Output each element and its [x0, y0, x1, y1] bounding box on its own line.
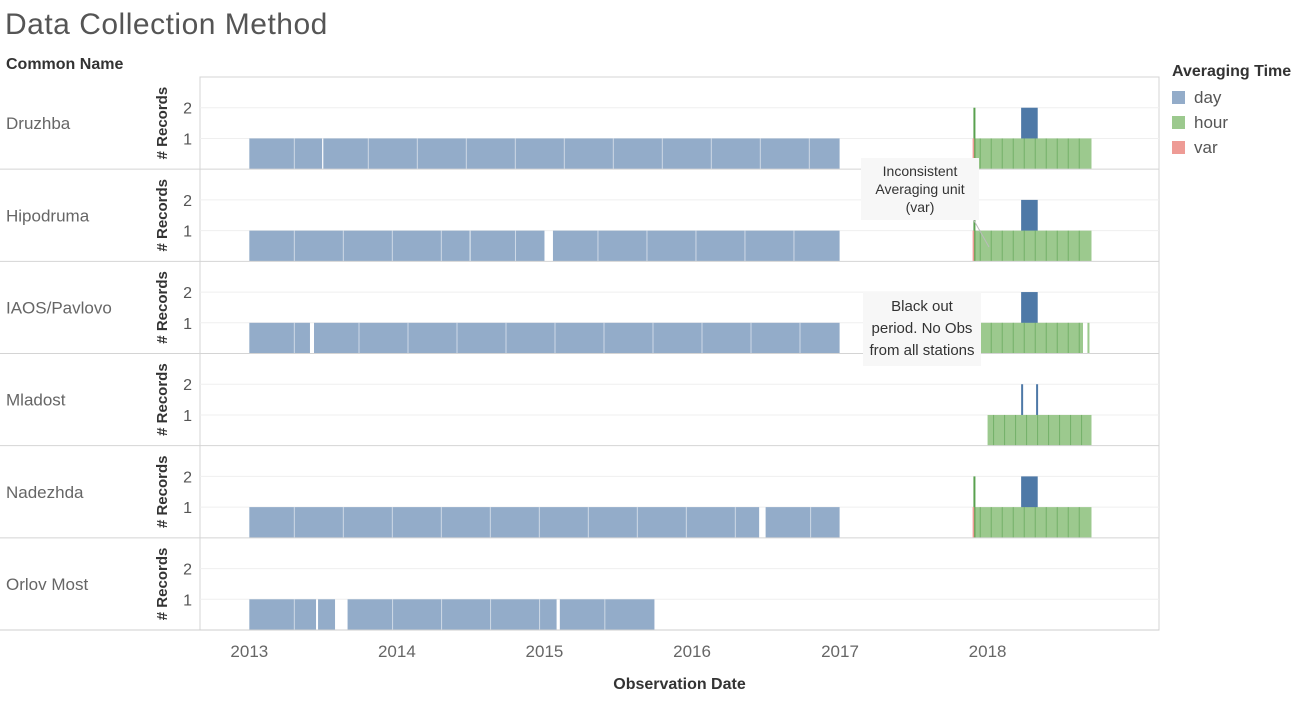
- bar-day: [249, 322, 310, 354]
- bar-day: [347, 599, 557, 631]
- bar-hour: [974, 138, 1092, 170]
- y-axis-title: # Records: [154, 179, 171, 252]
- row-label: Hipodruma: [6, 206, 90, 225]
- bar-day: [318, 599, 336, 631]
- x-tick-label: 2016: [673, 642, 711, 661]
- spike-hour: [973, 476, 976, 538]
- x-tick-label: 2015: [526, 642, 564, 661]
- annotation-blackout: Black out period. No Obs from all statio…: [863, 292, 981, 366]
- legend-title: Averaging Time: [1172, 63, 1292, 80]
- bar-var: [972, 138, 975, 170]
- x-tick-label: 2014: [378, 642, 416, 661]
- legend: Averaging Time day hour var: [1172, 63, 1291, 160]
- y-tick-label: 1: [183, 500, 192, 517]
- y-axis-title: # Records: [154, 455, 171, 528]
- bar-day: [559, 599, 655, 631]
- y-axis-title: # Records: [154, 548, 171, 621]
- legend-item-var[interactable]: var: [1172, 135, 1291, 160]
- page-title: Data Collection Method: [5, 8, 328, 41]
- bar-day: [249, 507, 760, 538]
- legend-label-day: day: [1194, 87, 1222, 107]
- bar-day: [323, 138, 840, 170]
- spike-hour: [973, 199, 976, 262]
- y-tick-label: 1: [183, 224, 192, 241]
- legend-swatch-var: [1172, 141, 1185, 154]
- row-label: Mladost: [6, 391, 66, 410]
- bar-day: [249, 138, 323, 170]
- bar-day: [249, 230, 470, 262]
- bar-day: [314, 322, 840, 354]
- row-label: Orlov Most: [6, 575, 88, 594]
- y-axis-title: # Records: [154, 363, 171, 436]
- spike-hour: [973, 107, 976, 170]
- bar-var: [972, 507, 975, 538]
- y-tick-label: 2: [183, 193, 192, 210]
- x-axis-title: Observation Date: [613, 676, 746, 693]
- bar-hour: [974, 322, 1083, 354]
- legend-swatch-hour: [1172, 116, 1185, 129]
- x-tick-label: 2017: [821, 642, 859, 661]
- bar-day: [765, 507, 840, 538]
- legend-item-day[interactable]: day: [1172, 85, 1291, 110]
- row-label: Nadezhda: [6, 483, 84, 502]
- y-tick-label: 2: [183, 562, 192, 579]
- bar-day: [470, 230, 545, 262]
- legend-item-hour[interactable]: hour: [1172, 110, 1291, 135]
- annotation-inconsistent-var: Inconsistent Averaging unit (var): [861, 158, 979, 220]
- row-label: IAOS/Pavlovo: [6, 298, 112, 317]
- bar-hour: [974, 507, 1092, 538]
- y-tick-label: 1: [183, 408, 192, 425]
- y-tick-label: 2: [183, 285, 192, 302]
- column-header: Common Name: [6, 56, 124, 73]
- x-tick-label: 2018: [969, 642, 1007, 661]
- y-tick-label: 2: [183, 469, 192, 486]
- bar-hour: [974, 230, 1092, 262]
- y-tick-label: 1: [183, 316, 192, 333]
- row-label: Druzhba: [6, 114, 71, 133]
- x-tick-label: 2013: [230, 642, 268, 661]
- y-axis-title: # Records: [154, 271, 171, 344]
- y-tick-label: 2: [183, 101, 192, 118]
- bar-var: [972, 230, 975, 262]
- bar-hour: [987, 414, 1092, 446]
- y-axis-title: # Records: [154, 87, 171, 160]
- legend-label-hour: hour: [1194, 112, 1229, 132]
- bar-day: [249, 599, 317, 631]
- legend-label-var: var: [1194, 137, 1218, 157]
- chart: Druzhba # Records 1 2 Hipodruma # Records 1 2 IA…: [0, 76, 1160, 693]
- y-tick-label: 2: [183, 377, 192, 394]
- y-tick-label: 1: [183, 131, 192, 148]
- y-tick-label: 1: [183, 592, 192, 609]
- legend-swatch-day: [1172, 91, 1185, 104]
- bar-hour: [1087, 322, 1090, 354]
